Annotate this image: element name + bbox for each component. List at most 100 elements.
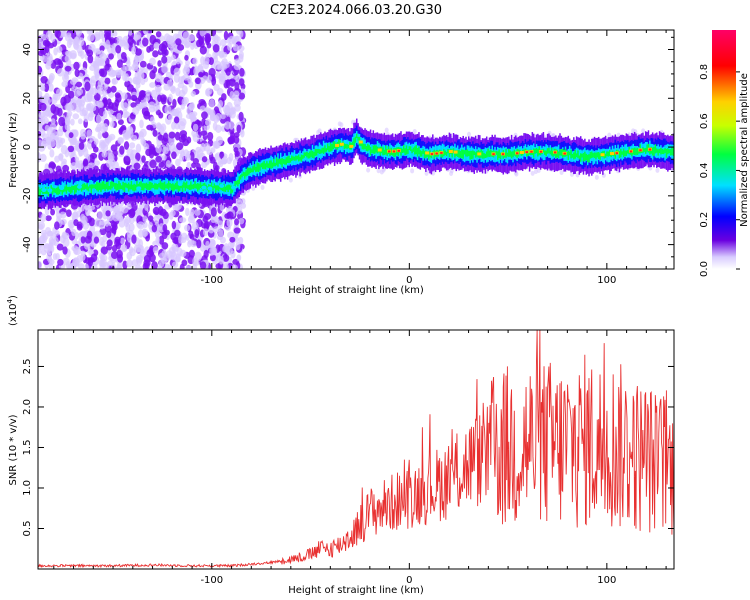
ridge-band [420,151,423,157]
noise-speckle [68,132,74,139]
noise-speckle [77,118,83,125]
noise-speckle [95,114,102,124]
ridge-band [353,138,355,147]
ridge-band [607,151,610,157]
ridge-band [422,149,424,154]
noise-speckle [51,97,58,105]
noise-speckle [142,37,149,47]
ridge-peak [397,149,400,152]
ridge-hotspot [610,152,615,156]
noise-speckle [147,215,154,222]
ridge-band [474,152,477,158]
noise-speckle [117,137,124,145]
noise-speckle [84,93,91,103]
noise-speckle [569,171,574,177]
ridge-band [145,182,148,190]
colorbar-label: Normalized spectral amplitude [739,73,750,227]
ridge-band [275,157,278,166]
ridge-band [244,172,246,179]
ridge-band [665,148,668,158]
noise-speckle [74,68,80,78]
noise-speckle [99,50,105,58]
noise-speckle [62,232,70,240]
ridge-band [609,150,611,157]
ridge-blob [59,186,65,191]
noise-speckle [122,129,129,138]
noise-speckle [424,170,429,176]
colorbar-tick-label: 0.4 [699,162,710,178]
spectrogram-ylabel: Frequency (Hz) [8,112,19,188]
noise-speckle [188,230,194,239]
noise-speckle [205,36,211,43]
ridge-band [373,145,376,154]
noise-speckle [126,84,134,92]
ridge-band [545,150,547,157]
noise-speckle [86,103,91,112]
ridge-band [620,148,622,158]
noise-speckle [91,87,98,96]
ridge-band [216,185,218,191]
ridge-peak [615,152,619,155]
noise-speckle [219,60,226,71]
noise-speckle [171,108,177,116]
colorbar-gradient [712,30,736,269]
ridge-band [499,152,502,159]
noise-speckle [192,57,198,65]
ridge-hotspot [358,140,363,144]
ridge-peak [392,150,396,153]
spectrogram-ytick-label: 20 [22,92,33,105]
ridge-band [249,167,252,174]
ridge-band [469,150,471,160]
noise-speckle [181,98,188,107]
noise-speckle [62,257,70,266]
ridge-band [401,148,404,153]
ridge-band [412,147,415,152]
ridge-band [174,182,177,190]
snr-ytick-label: 2.0 [22,399,33,415]
ridge-hotspot [519,150,524,154]
ridge-band [96,181,98,191]
ridge-band [57,186,59,195]
snr-multiplier-close: ) [8,295,19,299]
snr-ytick-label: 1.5 [22,440,33,456]
ridge-band [132,184,134,191]
noise-speckle [189,102,195,112]
ridge-band [67,186,69,191]
ridge-band [304,152,307,157]
ridge-blob [41,188,47,193]
noise-speckle [73,90,81,98]
ridge-band [571,154,574,158]
noise-speckle [38,50,44,57]
ridge-band [267,163,270,169]
noise-speckle [235,75,241,83]
ridge-band [270,160,272,169]
ridge-band [546,148,549,154]
ridge-band [266,161,268,168]
noise-speckle [152,246,159,254]
ridge-band [649,147,651,155]
noise-speckle [193,67,198,76]
ridge-band [293,156,296,161]
ridge-band [260,163,263,168]
noise-speckle [177,44,185,51]
ridge-band [259,164,261,171]
ridge-band [451,149,453,158]
noise-speckle [116,112,122,121]
ridge-band [592,150,594,165]
noise-speckle [160,94,167,103]
noise-speckle [97,101,104,109]
ridge-band [485,151,488,158]
noise-speckle [145,89,151,97]
ridge-band [242,171,245,176]
ridge-band [195,183,198,189]
spectrogram-ytick-label: 0 [22,144,33,150]
noise-speckle [87,54,94,64]
ridge-band [409,146,412,151]
noise-speckle [162,154,167,161]
noise-speckle [48,258,55,265]
ridge-band [557,151,560,159]
ridge-band [101,181,104,190]
noise-speckle [575,172,580,178]
noise-speckle [238,111,244,122]
noise-speckle [201,111,208,120]
